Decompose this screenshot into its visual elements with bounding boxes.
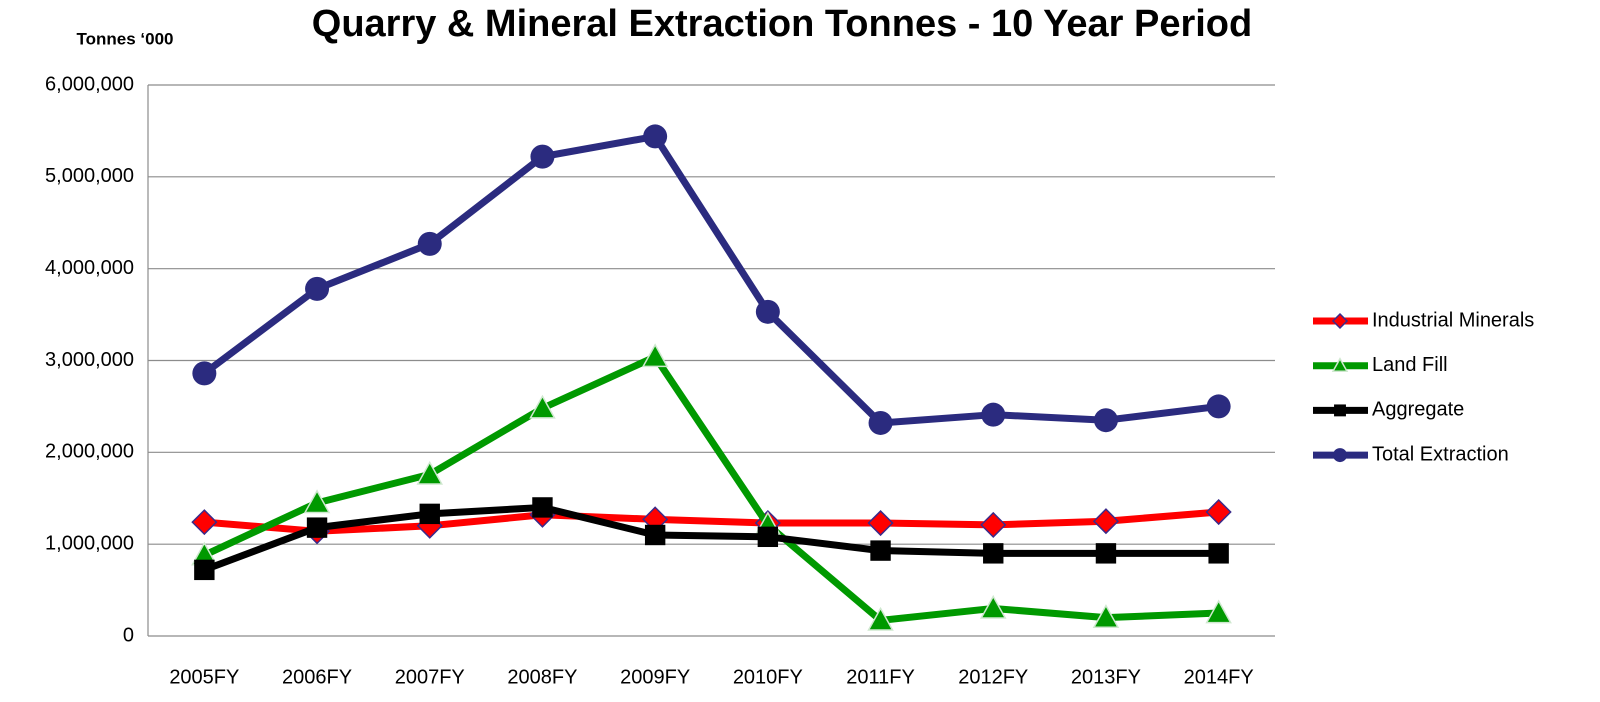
series-line	[202, 132, 1220, 427]
y-tick-label: 0	[123, 624, 134, 646]
x-tick-label: 2010FY	[733, 666, 803, 688]
data-point	[1092, 604, 1120, 628]
y-tick-label: 1,000,000	[45, 532, 134, 554]
y-axis-label: Tonnes ‘000	[77, 29, 174, 48]
x-tick-label: 2013FY	[1071, 666, 1141, 688]
data-point	[1093, 408, 1118, 433]
legend-label: Aggregate	[1372, 399, 1464, 421]
series-line	[203, 503, 1219, 574]
x-tick-label: 2005FY	[169, 666, 239, 688]
x-tick-label: 2012FY	[958, 666, 1028, 688]
data-point	[1206, 394, 1231, 419]
data-point	[981, 402, 1006, 427]
data-point	[755, 299, 780, 324]
chart-title: Quarry & Mineral Extraction Tonnes - 10 …	[312, 3, 1252, 45]
legend-label: Industrial Minerals	[1372, 309, 1534, 331]
y-tick-label: 2,000,000	[45, 441, 134, 463]
legend-marker	[1334, 404, 1346, 417]
data-point	[1208, 543, 1229, 564]
x-tick-label: 2009FY	[620, 666, 690, 688]
data-point	[192, 361, 217, 386]
y-tick-label: 5,000,000	[45, 165, 134, 187]
data-point	[980, 511, 1007, 538]
x-tick-label: 2008FY	[507, 666, 577, 688]
data-point	[1205, 599, 1232, 624]
data-point	[417, 231, 442, 256]
x-tick-label: 2014FY	[1184, 666, 1254, 688]
data-point	[757, 526, 779, 548]
data-point	[979, 594, 1007, 619]
data-point	[644, 524, 666, 546]
y-tick-label: 3,000,000	[45, 349, 134, 371]
legend-marker	[1333, 448, 1347, 463]
data-point	[194, 559, 215, 581]
y-tick-label: 6,000,000	[45, 73, 134, 95]
x-tick-label: 2007FY	[395, 666, 465, 688]
data-point	[303, 489, 331, 514]
data-point	[983, 543, 1004, 564]
data-point	[870, 540, 891, 561]
x-tick-label: 2006FY	[282, 666, 352, 688]
data-point	[530, 144, 555, 169]
data-point	[867, 606, 894, 631]
data-point	[305, 276, 330, 301]
data-point	[641, 343, 669, 368]
legend-marker	[1331, 357, 1349, 373]
data-point	[529, 394, 556, 419]
data-point	[1205, 498, 1232, 526]
series-line	[202, 353, 1219, 624]
legend-marker	[1331, 312, 1349, 330]
data-point	[1092, 508, 1120, 535]
data-point	[868, 410, 893, 435]
legend-label: Total Extraction	[1372, 443, 1509, 465]
legend-label: Land Fill	[1372, 354, 1448, 376]
series-line	[204, 508, 1219, 535]
data-point	[306, 517, 328, 538]
data-point	[419, 503, 440, 525]
data-point	[532, 497, 553, 518]
data-point	[416, 460, 444, 485]
data-point	[643, 124, 668, 149]
data-point	[867, 509, 894, 537]
y-tick-label: 4,000,000	[45, 257, 134, 279]
data-point	[1095, 543, 1117, 564]
x-tick-label: 2011FY	[846, 666, 915, 688]
data-point	[191, 509, 218, 536]
